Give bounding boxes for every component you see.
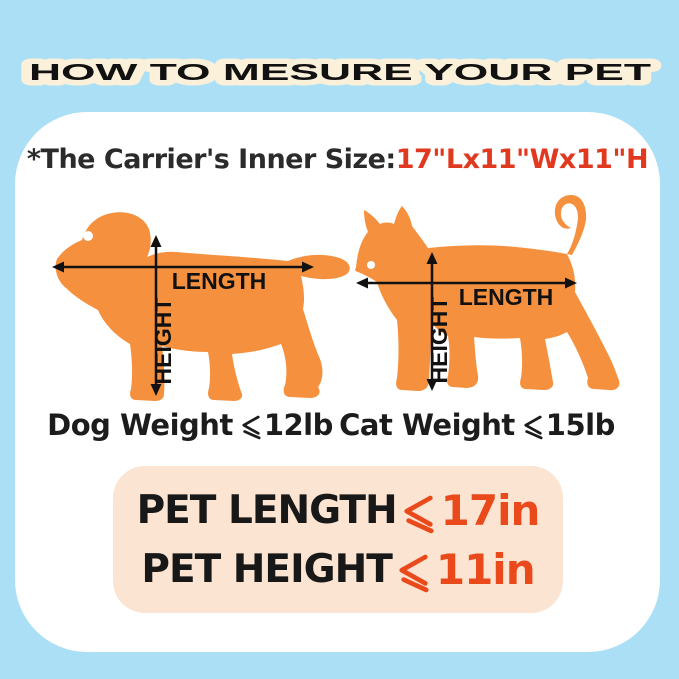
cat-height-arrowhead-top (426, 252, 438, 264)
cat-measure-figure: LENGTH HEIGHT (346, 192, 626, 402)
cat-body-shape (355, 195, 620, 391)
dog-length-arrowhead-left (52, 261, 64, 273)
dog-weight-value: 12lb (263, 408, 334, 442)
cat-weight-prefix: Cat Weight (339, 408, 515, 442)
cat-weight-label: Cat Weight 15lb (333, 405, 621, 445)
cat-eye (367, 261, 375, 269)
less-equal-icon (399, 554, 429, 593)
cat-height-arrowhead-bottom (426, 379, 438, 391)
less-equal-icon (404, 495, 434, 534)
cat-length-label: LENGTH (459, 284, 554, 310)
less-equal-icon (242, 415, 261, 440)
pet-height-limit-row: PET HEIGHT 11in (113, 545, 563, 594)
less-equal-icon (524, 415, 543, 440)
pet-height-label: PET HEIGHT (141, 546, 392, 592)
dog-body-shape (55, 212, 350, 401)
pet-length-value: 17in (440, 485, 541, 535)
cat-length-arrowhead-left (356, 277, 368, 289)
pet-size-limits-box: PET LENGTH 17in PET HEIGHT 11in (113, 466, 563, 613)
page-title-banner: HOW TO MESURE YOUR PET (0, 14, 679, 108)
pet-length-label: PET LENGTH (136, 487, 398, 533)
dog-height-arrowhead-bottom (150, 384, 162, 396)
cat-length-arrowhead-right (565, 277, 577, 289)
cat-silhouette-icon: LENGTH HEIGHT (355, 195, 620, 391)
dog-length-label: LENGTH (172, 268, 267, 294)
title-svg: HOW TO MESURE YOUR PET (24, 54, 657, 91)
cat-height-label: HEIGHT (426, 297, 452, 384)
pet-length-limit-row: PET LENGTH 17in (113, 486, 563, 535)
dog-length-arrowhead-right (302, 261, 314, 273)
dog-height-arrowhead-top (150, 235, 162, 247)
inner-size-value: 17"Lx11"Wx11"H (395, 144, 649, 175)
dog-measure-figure: LENGTH HEIGHT (50, 205, 360, 405)
dog-weight-prefix: Dog Weight (47, 408, 233, 442)
pet-height-value: 11in (435, 544, 536, 594)
dog-eye (83, 231, 93, 241)
cat-weight-value: 15lb (545, 408, 616, 442)
dog-silhouette-icon: LENGTH HEIGHT (52, 212, 350, 401)
carrier-inner-size-line: *The Carrier's Inner Size: 17"Lx11"Wx11"H (15, 144, 660, 175)
page-title: HOW TO MESURE YOUR PET (29, 59, 651, 85)
inner-size-label: *The Carrier's Inner Size: (26, 144, 396, 175)
dog-weight-label: Dog Weight 12lb (40, 405, 340, 445)
dog-height-label: HEIGHT (150, 298, 176, 385)
